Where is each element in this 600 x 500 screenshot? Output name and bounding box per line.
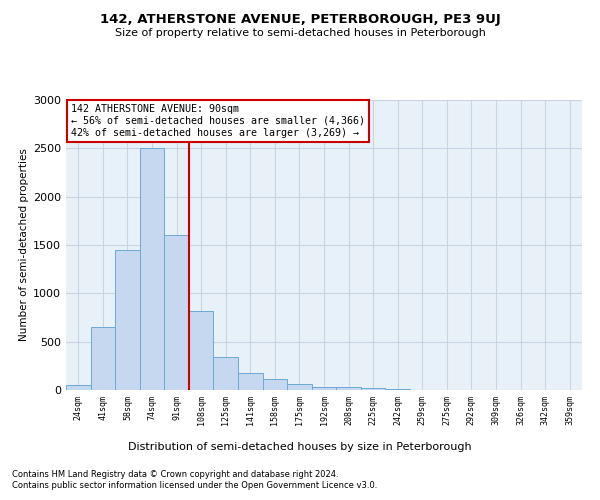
Bar xyxy=(214,356,238,390)
Bar xyxy=(263,379,287,390)
Bar xyxy=(385,389,410,390)
Bar xyxy=(336,387,361,390)
Bar xyxy=(189,310,214,390)
Bar xyxy=(66,385,91,390)
Bar xyxy=(115,250,140,390)
Bar xyxy=(140,148,164,390)
Text: Distribution of semi-detached houses by size in Peterborough: Distribution of semi-detached houses by … xyxy=(128,442,472,452)
Text: 142, ATHERSTONE AVENUE, PETERBOROUGH, PE3 9UJ: 142, ATHERSTONE AVENUE, PETERBOROUGH, PE… xyxy=(100,12,500,26)
Text: Contains public sector information licensed under the Open Government Licence v3: Contains public sector information licen… xyxy=(12,481,377,490)
Text: Contains HM Land Registry data © Crown copyright and database right 2024.: Contains HM Land Registry data © Crown c… xyxy=(12,470,338,479)
Y-axis label: Number of semi-detached properties: Number of semi-detached properties xyxy=(19,148,29,342)
Bar xyxy=(91,327,115,390)
Text: 142 ATHERSTONE AVENUE: 90sqm
← 56% of semi-detached houses are smaller (4,366)
4: 142 ATHERSTONE AVENUE: 90sqm ← 56% of se… xyxy=(71,104,365,138)
Bar xyxy=(238,373,263,390)
Bar xyxy=(312,386,336,390)
Bar xyxy=(287,384,312,390)
Bar xyxy=(361,388,385,390)
Text: Size of property relative to semi-detached houses in Peterborough: Size of property relative to semi-detach… xyxy=(115,28,485,38)
Bar xyxy=(164,236,189,390)
